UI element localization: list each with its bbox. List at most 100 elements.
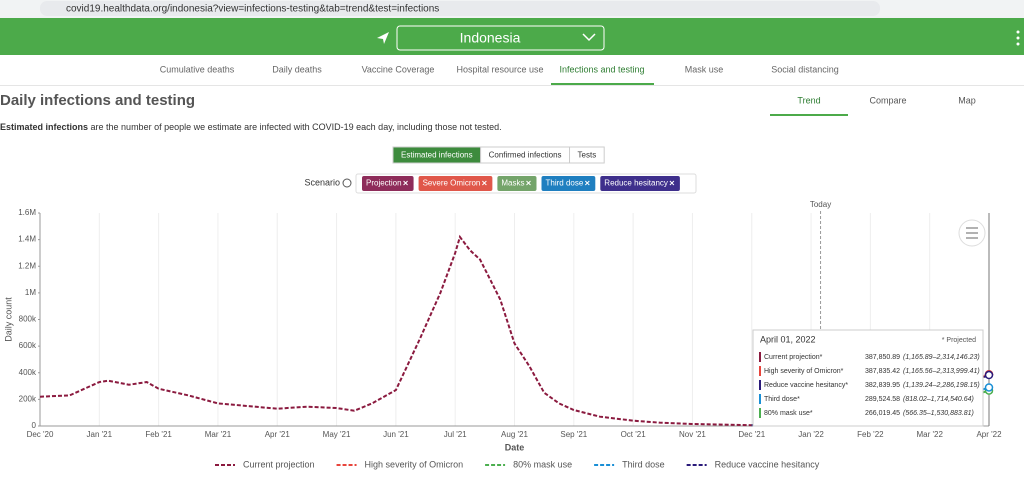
y-tick-label: 200k [19,394,37,403]
tooltip-range: (566.35–1,530,883.81) [903,410,974,417]
scenario-select[interactable] [355,173,697,194]
legend-label[interactable]: Reduce vaccine hesitancy [715,459,820,469]
header [0,18,1024,55]
page-title: Daily infections and testing [0,92,195,109]
locate-icon[interactable] [377,32,389,44]
y-tick-label: 1M [25,288,36,297]
x-tick-label: Dec '21 [738,430,765,439]
tooltip-name: 80% mask use* [764,410,813,417]
nav-tab[interactable]: Cumulative deaths [160,64,235,74]
description-rest: are the number of people we estimate are… [88,122,502,132]
chip-remove[interactable] [584,180,590,186]
x-tick-label: Jul '21 [444,430,467,439]
nav-tab[interactable]: Mask use [685,64,724,74]
x-tick-label: Aug '21 [501,430,528,439]
view-tab[interactable]: Compare [869,95,906,105]
tooltip-value: 289,524.58 [865,396,900,403]
scenario-chip[interactable] [418,176,493,191]
tooltip-swatch [759,352,761,362]
chip-remove[interactable] [403,180,408,186]
nav-tab[interactable]: Infections and testing [559,64,644,74]
x-tick-label: Mar '22 [916,430,943,439]
scenario-chip-label[interactable]: Masks [501,179,524,188]
y-tick-label: 800k [19,315,37,324]
metric-button-label[interactable]: Tests [578,151,597,160]
chip-remove[interactable] [482,180,487,186]
today-label: Today [810,200,831,209]
x-tick-label: Feb '21 [145,430,172,439]
view-tab[interactable]: Trend [797,95,820,105]
scenario-chip-label[interactable]: Projection [366,179,402,188]
country-select[interactable] [396,25,605,51]
y-tick-label: 600k [19,341,37,350]
scenario-chip-label[interactable]: Third dose [546,179,584,188]
scenario-chip-label[interactable]: Severe Omicron [423,179,481,188]
x-tick-label: Jun '21 [383,430,409,439]
x-tick-label: Apr '21 [265,430,291,439]
chip-remove[interactable] [526,180,531,186]
metric-button-label[interactable]: Estimated infections [401,151,473,160]
metric-button[interactable] [569,146,605,164]
info-icon[interactable] [342,178,352,188]
legend-label[interactable]: Third dose [622,459,665,469]
url[interactable]: covid19.healthdata.org/indonesia?view=in… [66,4,439,15]
y-axis-label: Daily count [3,297,13,342]
x-tick-label: Jan '22 [798,430,824,439]
tooltip-range: (1,139.24–2,286,198.15) [903,382,980,389]
tooltip-swatch [759,408,761,418]
tooltip-swatch [759,394,761,404]
x-tick-label: Mar '21 [205,430,232,439]
nav-tab[interactable]: Hospital resource use [456,64,543,74]
tooltip-name: High severity of Omicron* [764,368,844,375]
x-tick-label: Apr '22 [976,430,1002,439]
tooltip-swatch [759,380,761,390]
scenario-chip[interactable] [541,176,596,191]
tooltip [752,329,984,427]
x-tick-label: Jan '21 [87,430,113,439]
y-tick-label: 400k [19,368,37,377]
legend-label[interactable]: 80% mask use [513,459,572,469]
dropdown-arrow [582,33,596,42]
view-tab[interactable]: Map [958,95,976,105]
active-view-underline [770,114,848,116]
metric-button-label[interactable]: Confirmed infections [489,151,562,160]
tooltip-value: 382,839.95 [865,382,900,389]
tooltip-swatch [759,366,761,376]
tooltip-range: (1,165.56–2,313,999.41) [903,368,980,375]
address-field[interactable] [40,1,880,16]
tooltip-range: (818.02–1,714,540.64) [903,396,974,403]
tooltip-range: (1,165.89–2,314,146.23) [903,354,980,361]
tooltip-value: 387,850.89 [865,354,900,361]
country[interactable]: Indonesia [460,30,521,46]
legend-label[interactable]: High severity of Omicron [365,459,464,469]
x-tick-label: May '21 [323,430,351,439]
tooltip-date: April 01, 2022 [760,334,816,344]
tooltip-name: Current projection* [764,354,823,361]
series-line [39,234,990,427]
y-tick-label: 0 [32,421,37,430]
scenario-chip-label[interactable]: Reduce hesitancy [604,179,668,188]
scenario-chip[interactable] [497,176,537,191]
menu-icon[interactable] [1016,30,1020,46]
x-tick-label: Sep '21 [560,430,587,439]
x-tick-label: Feb '22 [857,430,884,439]
x-axis-label: Date [505,442,525,452]
tooltip-name: Third dose* [764,396,800,403]
tooltip-value: 266,019.45 [865,410,900,417]
active-tab-underline [551,83,654,85]
nav-tab[interactable]: Daily deaths [272,64,322,74]
chip-remove[interactable] [669,180,675,186]
end-marker [984,383,994,392]
description-bold: Estimated infections [0,122,88,132]
scenario-chip[interactable] [362,176,414,191]
nav-tab[interactable]: Vaccine Coverage [362,64,435,74]
y-tick-label: 1.4M [18,235,36,244]
legend-label[interactable]: Current projection [243,459,315,469]
scenario-chip[interactable] [600,176,680,191]
y-tick-label: 1.2M [18,261,36,270]
nav-tab[interactable]: Social distancing [771,64,839,74]
y-tick-label: 1.6M [18,208,36,217]
x-tick-label: Nov '21 [679,430,706,439]
